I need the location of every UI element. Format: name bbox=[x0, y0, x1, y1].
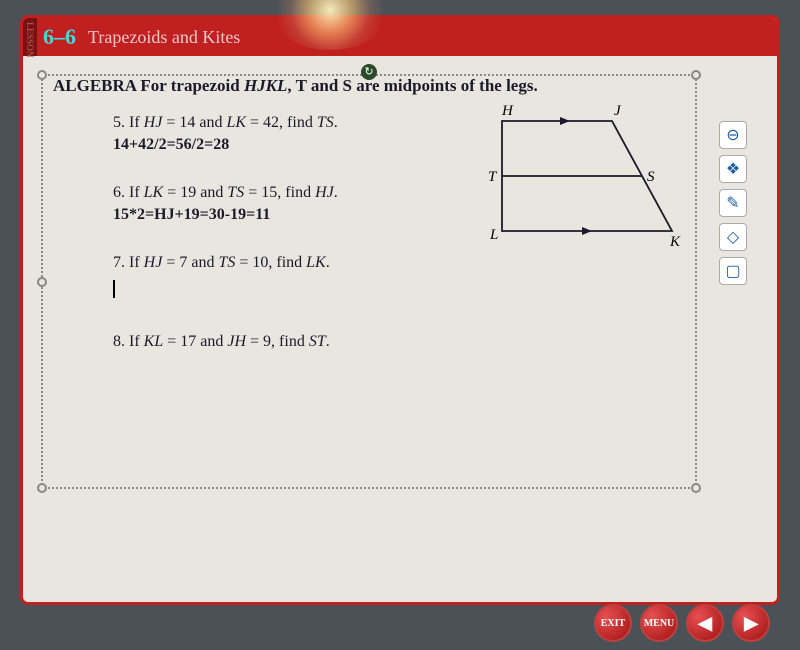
prev-button[interactable]: ◀ bbox=[686, 604, 724, 642]
resize-handle-bl[interactable] bbox=[37, 483, 47, 493]
lesson-header: LESSON 6–6 Trapezoids and Kites bbox=[23, 18, 777, 56]
lesson-title: Trapezoids and Kites bbox=[88, 27, 240, 48]
shape-button[interactable]: ◇ bbox=[719, 223, 747, 251]
resize-handle-tr[interactable] bbox=[691, 70, 701, 80]
resize-handle-br[interactable] bbox=[691, 483, 701, 493]
label-H: H bbox=[501, 103, 514, 119]
menu-button[interactable]: MENU bbox=[640, 604, 678, 642]
label-K: K bbox=[669, 234, 681, 250]
exit-button[interactable]: EXIT bbox=[594, 604, 632, 642]
app-frame: LESSON 6–6 Trapezoids and Kites ↻ ALGEBR… bbox=[20, 15, 780, 605]
next-button[interactable]: ▶ bbox=[732, 604, 770, 642]
resize-handle-left[interactable] bbox=[37, 277, 47, 287]
side-toolbar: ⊖ ❖ ✎ ◇ ▢ bbox=[719, 121, 747, 285]
lesson-tab: LESSON bbox=[23, 18, 37, 56]
minimize-button[interactable]: ⊖ bbox=[719, 121, 747, 149]
layers-button[interactable]: ❖ bbox=[719, 155, 747, 183]
label-S: S bbox=[647, 169, 655, 185]
pencil-button[interactable]: ✎ bbox=[719, 189, 747, 217]
content-area: ↻ ALGEBRA For trapezoid HJKL, T and S ar… bbox=[23, 56, 777, 602]
label-L: L bbox=[489, 227, 498, 243]
rect-button[interactable]: ▢ bbox=[719, 257, 747, 285]
lesson-number: 6–6 bbox=[43, 24, 76, 50]
bottom-nav: EXIT MENU ◀ ▶ bbox=[594, 604, 770, 642]
label-T: T bbox=[488, 169, 498, 185]
label-J: J bbox=[614, 103, 622, 119]
rotate-icon[interactable]: ↻ bbox=[361, 64, 377, 80]
resize-handle-tl[interactable] bbox=[37, 70, 47, 80]
trapezoid-diagram: H J T S L K bbox=[482, 101, 682, 251]
